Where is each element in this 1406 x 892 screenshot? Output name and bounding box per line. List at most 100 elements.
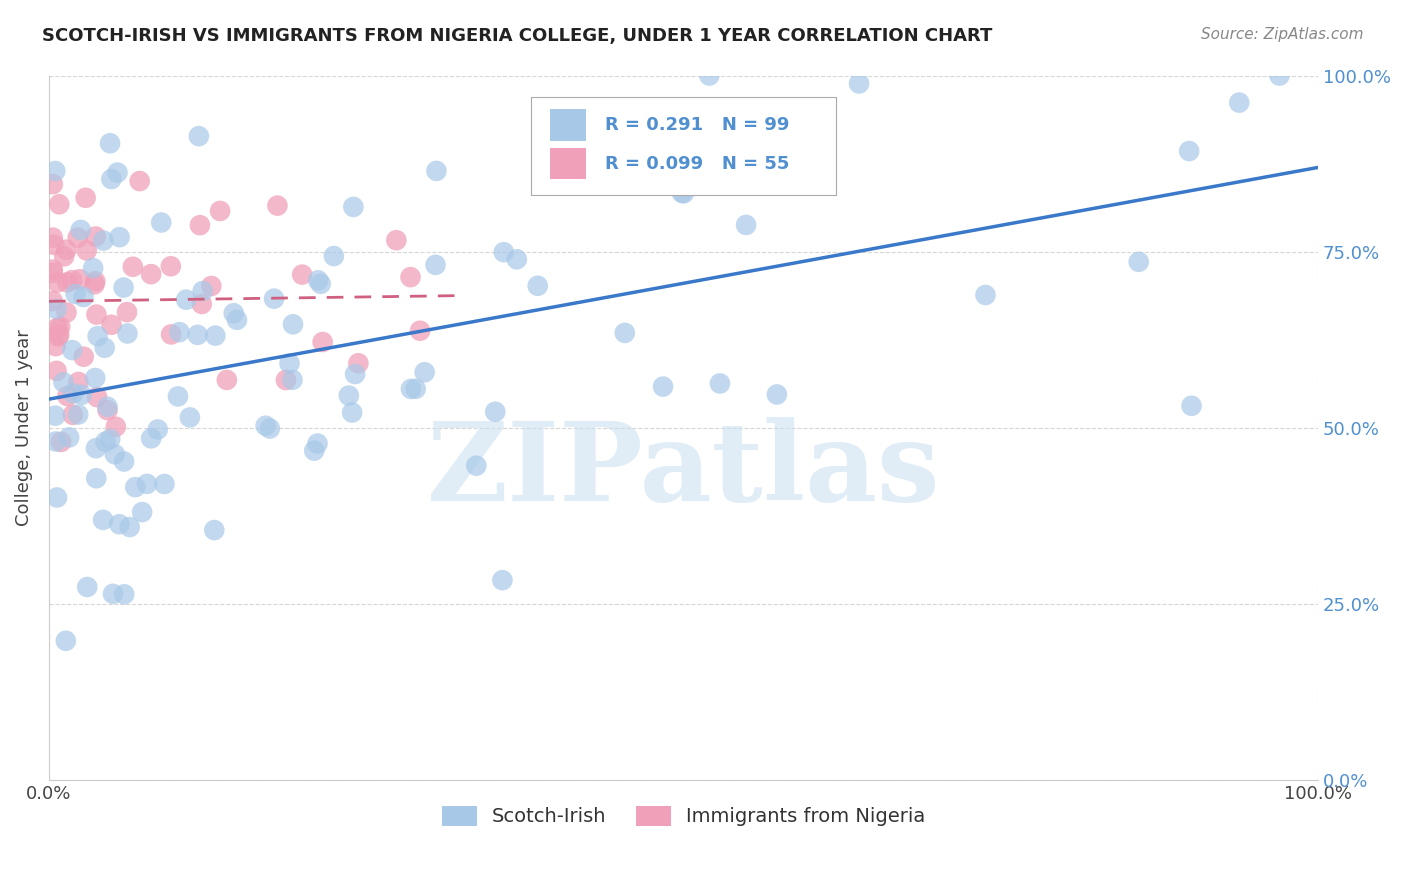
Point [124, 480, 146, 494]
Point [73, 350, 96, 364]
Point [76, 244, 98, 258]
Point [311, 334, 333, 349]
Point [153, 477, 176, 491]
Point [342, 200, 364, 214]
Bar [550, 109, 586, 141]
Point [67, 375, 90, 389]
Point [42, 266, 65, 280]
Point [425, 164, 447, 178]
Point [187, 327, 209, 342]
Point [385, 233, 408, 247]
Point [209, 203, 232, 218]
Point [307, 273, 329, 287]
Point [108, 517, 131, 532]
Point [62, 408, 84, 422]
Point [337, 388, 360, 402]
Point [82, 261, 104, 276]
Point [191, 297, 214, 311]
Point [60, 343, 83, 357]
Point [188, 218, 211, 232]
Point [160, 260, 183, 274]
Bar [550, 148, 586, 179]
Point [84, 371, 107, 385]
Point [263, 292, 285, 306]
Text: Source: ZipAtlas.com: Source: ZipAtlas.com [1201, 27, 1364, 42]
Point [107, 165, 129, 179]
Point [399, 382, 422, 396]
Point [55, 243, 77, 257]
Point [98, 136, 121, 151]
FancyBboxPatch shape [531, 96, 835, 195]
Point [735, 218, 758, 232]
Point [671, 186, 693, 200]
Point [93, 341, 115, 355]
Point [46, 320, 69, 334]
Point [93, 234, 115, 248]
Point [96, 400, 118, 414]
Point [672, 186, 695, 201]
Point [58, 430, 80, 444]
Point [60, 273, 83, 287]
Point [75, 191, 97, 205]
Point [46, 276, 69, 290]
Point [167, 389, 190, 403]
Point [179, 410, 201, 425]
Point [160, 327, 183, 342]
Point [1268, 69, 1291, 83]
Point [1227, 95, 1250, 110]
Point [526, 278, 548, 293]
Point [191, 284, 214, 298]
Point [215, 373, 238, 387]
Point [76, 580, 98, 594]
Point [112, 587, 135, 601]
Point [974, 288, 997, 302]
Point [683, 178, 706, 193]
Point [48, 197, 70, 211]
Point [281, 318, 304, 332]
Point [322, 249, 344, 263]
Point [48, 329, 70, 343]
Point [100, 172, 122, 186]
Point [112, 280, 135, 294]
Point [309, 277, 332, 291]
Point [45, 364, 67, 378]
Point [45, 434, 67, 449]
Point [96, 403, 118, 417]
Point [146, 422, 169, 436]
Point [766, 387, 789, 401]
Point [84, 442, 107, 456]
Point [281, 373, 304, 387]
Point [200, 279, 222, 293]
Point [84, 471, 107, 485]
Point [52, 376, 75, 390]
Point [44, 238, 66, 252]
Point [399, 270, 422, 285]
Point [48, 327, 70, 342]
Point [187, 129, 209, 144]
Point [100, 318, 122, 332]
Point [42, 294, 65, 309]
Point [56, 389, 79, 403]
Point [44, 409, 66, 423]
Point [49, 319, 72, 334]
Point [91, 513, 114, 527]
Point [104, 447, 127, 461]
Point [291, 268, 314, 282]
Point [344, 367, 367, 381]
Point [136, 476, 159, 491]
Legend: Scotch-Irish, Immigrants from Nigeria: Scotch-Irish, Immigrants from Nigeria [434, 798, 934, 834]
Point [139, 431, 162, 445]
Point [42, 262, 65, 277]
Point [174, 293, 197, 307]
Point [413, 365, 436, 379]
Point [302, 443, 325, 458]
Text: R = 0.099   N = 55: R = 0.099 N = 55 [605, 154, 789, 173]
Point [150, 215, 173, 229]
Point [465, 458, 488, 473]
Point [266, 198, 288, 212]
Point [118, 520, 141, 534]
Text: ZIPatlas: ZIPatlas [427, 417, 941, 524]
Point [278, 356, 301, 370]
Point [259, 421, 281, 435]
Point [117, 326, 139, 341]
